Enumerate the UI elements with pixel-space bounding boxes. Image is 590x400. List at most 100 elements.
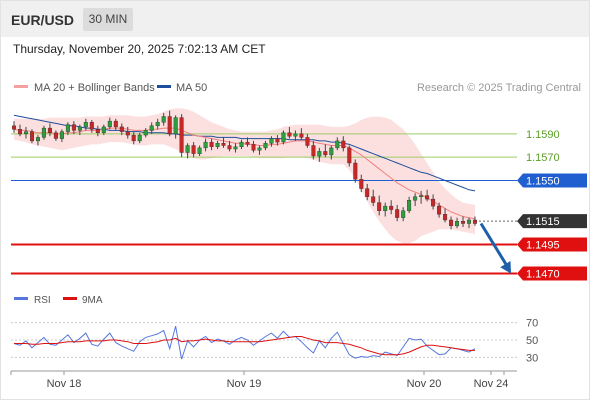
level-tag-1-1515 (517, 214, 587, 229)
candle-down (305, 137, 310, 146)
candle-down (437, 205, 442, 215)
ma9-legend-label: 9MA (82, 295, 103, 306)
level-tag-1-1550 (517, 173, 587, 188)
candle-down (377, 202, 382, 211)
candle-up (107, 120, 112, 128)
ma20-line (13, 127, 476, 220)
candle-down (311, 145, 316, 157)
x-tick-label: Nov 20 (407, 378, 442, 390)
level-label-1-1515: 1.1515 (526, 216, 560, 228)
candle-down (113, 120, 118, 128)
forecast-arrow-shaft (479, 222, 510, 269)
x-tick-label: Nov 24 (474, 378, 509, 390)
report-timestamp: Thursday, November 20, 2025 7:02:13 AM C… (13, 42, 266, 56)
rsi-panel: 70 50 30 (11, 318, 538, 364)
candle-up (185, 145, 190, 153)
candle-up (317, 151, 322, 157)
ma9-legend-swatch (63, 297, 77, 300)
candle-down (353, 162, 358, 180)
candle-up (161, 116, 166, 123)
candle-down (299, 133, 304, 138)
candle-down (449, 219, 454, 227)
candle-up (197, 147, 202, 154)
candle-up (413, 196, 418, 201)
candle-down (323, 151, 328, 156)
candle-down (167, 116, 172, 135)
candle-up (41, 127, 46, 138)
level-labels-layer: 1.1590 1.1570 1.1550 1.1515 1.1495 1.1470 (517, 129, 587, 281)
candle-up (269, 138, 274, 144)
candle-down (443, 213, 448, 221)
candle-down (125, 131, 130, 136)
forecast-arrow-layer (479, 222, 511, 274)
candle-down (11, 125, 16, 130)
candle-up (83, 122, 88, 128)
candle-down (347, 147, 352, 164)
timeframe-button[interactable]: 30 MIN (83, 8, 133, 31)
rsi-ma9-line (14, 336, 475, 356)
candle-up (419, 195, 424, 198)
level-label-1-1550: 1.1550 (526, 175, 560, 187)
level-tag-1-1470 (517, 266, 587, 281)
candle-up (143, 130, 148, 136)
x-axis: Nov 18 Nov 19 Nov 20 Nov 24 (10, 371, 509, 390)
candle-down (53, 132, 58, 139)
ma50-legend-label: MA 50 (176, 82, 207, 94)
candle-up (335, 140, 340, 149)
candle-up (59, 131, 64, 139)
candle-down (389, 205, 394, 210)
candle-up (24, 131, 29, 135)
candle-down (47, 127, 52, 133)
bollinger-band-fill (14, 108, 475, 244)
candle-down (18, 129, 23, 135)
candle-up (281, 132, 286, 143)
candle-down (461, 220, 466, 224)
candle-up (401, 210, 406, 218)
candle-down (95, 129, 100, 134)
x-tick-label: Nov 19 (227, 378, 262, 390)
forecast-arrow-head (500, 261, 511, 274)
candle-down (425, 195, 430, 200)
rsi-legend-label: RSI (34, 295, 51, 306)
rsi-tick-label-50: 50 (526, 335, 538, 347)
candle-down (227, 145, 232, 150)
candle-up (293, 133, 298, 137)
rsi-tick-label-30: 30 (526, 352, 538, 364)
candle-down (131, 134, 136, 142)
level-label-1-1590: 1.1590 (526, 129, 560, 141)
chart-header: EUR/USD 30 MIN (1, 1, 589, 37)
candle-up (455, 220, 460, 227)
candle-up (173, 117, 178, 135)
level-tag-1-1495 (517, 237, 587, 252)
candle-down (275, 138, 280, 143)
candle-up (383, 205, 388, 212)
candle-down (395, 209, 400, 218)
candle-up (77, 126, 82, 131)
candle-down (341, 140, 346, 149)
candle-down (287, 132, 292, 137)
candle-up (329, 147, 334, 156)
candle-down (359, 179, 364, 189)
candle-up (263, 142, 268, 149)
level-label-1-1570: 1.1570 (526, 152, 560, 164)
bollinger-band-layer (14, 108, 475, 244)
candle-up (137, 134, 142, 142)
level-label-1-1495: 1.1495 (526, 239, 560, 251)
ma-bb-legend-swatch (14, 85, 28, 88)
candle-up (155, 122, 160, 127)
candle-up (149, 125, 154, 131)
candle-down (245, 141, 250, 145)
candle-down (71, 124, 76, 131)
ma-bb-legend-label: MA 20 + Bollinger Bands (34, 82, 155, 94)
candle-up (36, 137, 41, 142)
candle-down (179, 117, 184, 153)
copyright-watermark: Research © 2025 Trading Central (417, 82, 581, 94)
currency-pair-title: EUR/USD (11, 12, 75, 28)
rsi-line (13, 325, 476, 360)
candle-down (191, 145, 196, 154)
x-tick-label: Nov 18 (47, 378, 82, 390)
candles-layer (11, 110, 478, 230)
candle-up (239, 141, 244, 148)
